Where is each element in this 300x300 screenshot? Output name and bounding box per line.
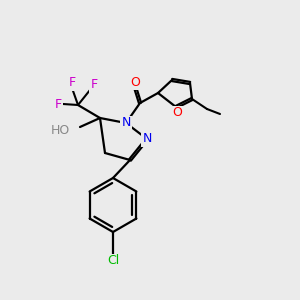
Text: F: F — [68, 76, 76, 89]
Text: F: F — [90, 79, 98, 92]
Text: O: O — [130, 76, 140, 88]
Text: O: O — [172, 106, 182, 119]
Text: N: N — [121, 116, 131, 130]
Text: HO: HO — [51, 124, 70, 136]
Text: Cl: Cl — [107, 254, 119, 268]
Text: F: F — [54, 98, 61, 110]
Text: N: N — [142, 133, 152, 146]
